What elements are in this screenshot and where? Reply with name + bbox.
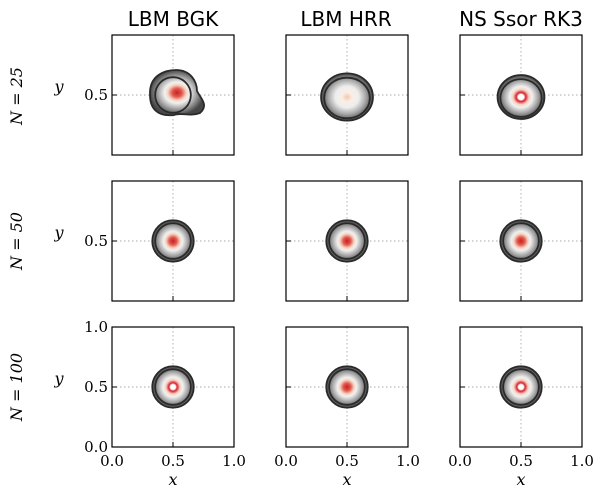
vortex-field [326, 366, 368, 408]
y-tick-label: 0.0 [84, 438, 108, 456]
vortex-field [152, 366, 194, 408]
vortex-field [321, 73, 373, 121]
vortex-field [500, 220, 542, 262]
vortex-contour-inner [502, 368, 540, 406]
x-tick-label: 0.0 [274, 452, 298, 470]
vortex-contour-inner [154, 222, 192, 260]
panel-n100-lbm-hrr: 0.0 0.5 1.0 x [274, 326, 420, 489]
x-axis-label: x [342, 470, 351, 489]
vortex-contour-outer [325, 219, 369, 263]
y-tick-label: 0.5 [84, 232, 108, 250]
vortex-field [500, 366, 542, 408]
vortex-contour-inner [154, 76, 192, 114]
y-axis-label: y [53, 369, 64, 388]
panel-n100-lbm-bgk: 0.0 0.5 1.0 y 0.0 0.5 1.0 x [53, 318, 245, 489]
panel-n50-lbm-bgk: 0.5 y [53, 180, 235, 302]
vortex-contour-outer [496, 74, 546, 120]
vortex-contour-inner [499, 78, 543, 118]
x-tick-label: 0.5 [509, 452, 533, 470]
vortex-contour-inner [502, 222, 540, 260]
x-tick-label: 1.0 [222, 452, 246, 470]
panel-n25-ns-ssor-rk3 [459, 34, 583, 156]
x-axis-label: x [168, 470, 177, 489]
row-label-n25: N = 25 [7, 67, 26, 126]
y-axis-label: y [53, 77, 64, 96]
x-tick-label: 0.0 [100, 452, 124, 470]
vortex-field [152, 220, 194, 262]
x-tick-label: 0.0 [448, 452, 472, 470]
panel-n25-lbm-hrr [285, 34, 409, 156]
y-axis-label: y [53, 223, 64, 242]
x-tick-label: 1.0 [396, 452, 420, 470]
vortex-field [497, 75, 545, 119]
vortex-contour-outer [151, 219, 195, 263]
x-tick-label: 0.5 [161, 452, 185, 470]
column-title-lbm-bgk: LBM BGK [128, 7, 219, 31]
vortex-contour-outer [320, 72, 374, 122]
vortex-contour-outer [499, 219, 543, 263]
panel-n50-lbm-hrr [285, 180, 409, 302]
vortex-contour-inner [328, 368, 366, 406]
y-tick-label: 1.0 [84, 318, 108, 336]
vortex-contour-outer [499, 365, 543, 409]
vortex-contour-outer [149, 69, 205, 117]
y-tick-label: 0.5 [84, 378, 108, 396]
vortex-contour-outer [325, 365, 369, 409]
y-tick-label: 0.5 [84, 86, 108, 104]
vortex-contour-inner [323, 76, 371, 120]
row-label-n100: N = 100 [7, 353, 26, 422]
vortex-field [149, 70, 205, 116]
x-tick-label: 1.0 [570, 452, 594, 470]
vortex-contour-outer [151, 365, 195, 409]
x-tick-label: 0.5 [335, 452, 359, 470]
vortex-contour-inner [328, 222, 366, 260]
vortex-field [326, 220, 368, 262]
panel-n100-ns-ssor-rk3: 0.0 0.5 1.0 x [448, 326, 594, 489]
panel-n50-ns-ssor-rk3 [459, 180, 583, 302]
vortex-contour-inner [154, 368, 192, 406]
panel-n25-lbm-bgk: 0.5 y [53, 34, 235, 156]
column-title-lbm-hrr: LBM HRR [300, 7, 391, 31]
row-label-n50: N = 50 [7, 212, 26, 271]
column-title-ns-ssor-rk3: NS Ssor RK3 [459, 7, 583, 31]
x-axis-label: x [516, 470, 525, 489]
